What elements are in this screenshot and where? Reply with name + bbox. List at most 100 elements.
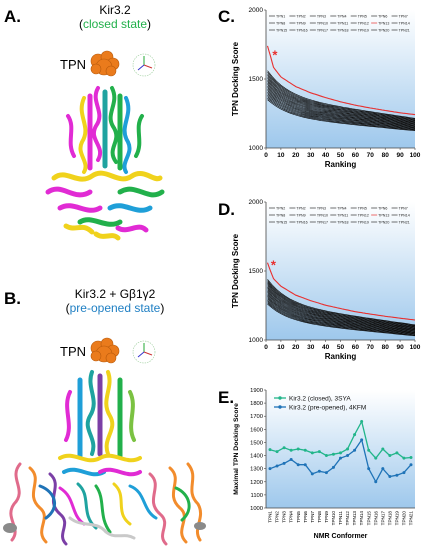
x-tick-label: 0 [264, 344, 268, 351]
legend-entry: TPN16 [296, 221, 307, 225]
x-axis-label: Ranking [325, 352, 357, 361]
data-point [367, 467, 371, 471]
y-tick-label: 1500 [249, 76, 264, 83]
y-tick-label: 1000 [249, 337, 264, 344]
data-point [374, 480, 378, 484]
x-axis-label: NMR Conformer [314, 533, 368, 540]
legend-entry: TPN16 [296, 29, 307, 33]
legend-entry: TPN13 [378, 22, 389, 26]
legend-entry: TPN20 [378, 221, 389, 225]
legend-entry: TPN2 [276, 207, 285, 211]
x-tick-label: 100 [410, 152, 421, 159]
data-point [346, 454, 350, 458]
x-tick-label: TPN20 [402, 511, 407, 526]
x-tick-label: 20 [292, 344, 300, 351]
panel-a-protein: Kir3.2 [99, 3, 131, 17]
series-line-tpn13 [266, 45, 416, 116]
y-tick-label: 1300 [250, 467, 263, 473]
legend-entry: TPN10 [317, 214, 328, 218]
series-line-black [267, 280, 416, 326]
x-tick-label: 50 [337, 344, 345, 351]
series-line-black [267, 94, 416, 130]
x-tick-label: TPN14 [359, 511, 364, 526]
legend-entry: TPN1 [276, 15, 285, 19]
legend-entry: TPN18 [337, 221, 348, 225]
legend-entry: TPN19 [358, 29, 369, 33]
x-tick-label: TPN13 [352, 511, 357, 526]
panel-label-c: C. [218, 7, 235, 26]
series-line-black [267, 296, 416, 333]
data-point [317, 450, 321, 454]
x-tick-label: 0 [264, 152, 268, 159]
legend-entry: TPN3 [317, 15, 326, 19]
panel-b-state-text: pre-opened state [69, 301, 161, 315]
y-tick-label: 2000 [249, 7, 264, 14]
axis-orientation-icon-a [132, 53, 156, 77]
legend-entry: TPN2 [296, 207, 305, 211]
legend-entry: TPN8 [276, 214, 285, 218]
x-tick-label: TPN2 [275, 511, 280, 523]
series-line-black [267, 97, 416, 131]
legend-entry: TPN3 [317, 207, 326, 211]
series-line-black [267, 99, 416, 132]
x-tick-label: TPN21 [409, 511, 414, 526]
legend-entry: TPN8 [276, 22, 285, 26]
series-line-black [267, 288, 416, 330]
y-tick-label: 1700 [250, 414, 263, 420]
highlight-star-marker: * [272, 48, 278, 63]
data-point [388, 454, 392, 458]
x-tick-label: 10 [277, 152, 285, 159]
max-score-chart-e: Kir3.2 (closed), 3SYA Kir3.2 (pre-opened)… [233, 388, 415, 540]
series-line-black [267, 81, 416, 124]
tpn-molecule-b [90, 337, 120, 364]
series-line-black [267, 293, 416, 332]
series-line-black [267, 87, 416, 126]
axis-orientation-icon-b [132, 340, 156, 364]
series-line-black [267, 90, 416, 128]
data-point [268, 448, 272, 452]
x-tick-label: TPN1 [268, 511, 273, 523]
data-point [395, 473, 399, 477]
series-line-black [267, 292, 416, 331]
data-point [381, 467, 385, 471]
data-point [289, 457, 293, 461]
data-point [303, 448, 307, 452]
series-line-black [267, 298, 416, 334]
tpn-label-a: TPN [60, 57, 86, 72]
series-line-black [267, 96, 416, 130]
series-line-black [267, 284, 416, 328]
legend-entry: TPN13 [378, 214, 389, 218]
series-line-black [267, 301, 416, 336]
data-point [353, 448, 357, 452]
series-line-black [267, 302, 416, 336]
series-line-black [267, 88, 416, 127]
x-tick-label: 70 [367, 344, 375, 351]
series-line-black [267, 297, 416, 334]
x-tick-label: 90 [396, 344, 404, 351]
data-point [310, 472, 314, 476]
series-line-black [267, 290, 416, 331]
series-line-black [267, 93, 416, 129]
x-tick-label: TPN8 [317, 511, 322, 523]
x-tick-label: TPN19 [395, 511, 400, 526]
data-point [360, 438, 364, 442]
y-tick-label: 1000 [249, 145, 264, 152]
x-tick-label: 60 [352, 152, 360, 159]
x-tick-label: TPN4 [289, 511, 294, 523]
x-tick-label: 70 [367, 152, 375, 159]
data-point [303, 463, 307, 467]
data-point [402, 456, 406, 460]
data-point [388, 475, 392, 479]
series-line-black [267, 78, 416, 122]
legend-entry: TPN15 [276, 221, 287, 225]
legend-entry: TPN9 [296, 22, 305, 26]
legend-entry: TPN21 [399, 221, 410, 225]
y-tick-label: 1600 [250, 427, 263, 433]
x-tick-label: TPN6 [303, 511, 308, 523]
panel-label-b: B. [4, 289, 21, 308]
legend-entry: Kir3.2 (pre-opened), 4KFM [289, 404, 366, 411]
legend-entry: TPN15 [276, 29, 287, 33]
legend-entry: TPN21 [399, 29, 410, 33]
legend-marker [278, 396, 282, 400]
panel-label-a: A. [4, 7, 21, 26]
